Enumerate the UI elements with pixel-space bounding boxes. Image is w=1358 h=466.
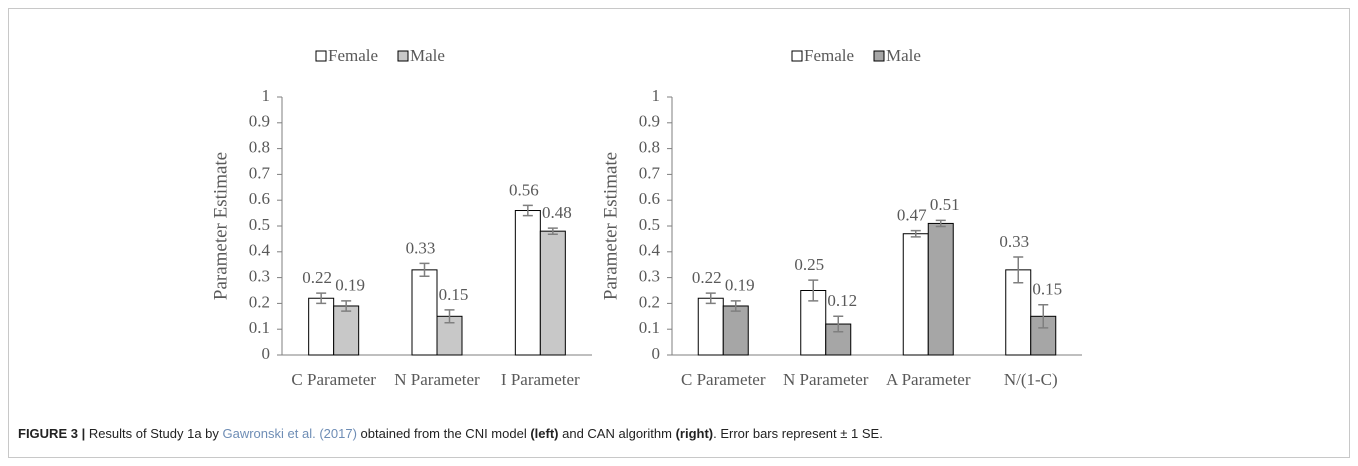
bar bbox=[539, 230, 566, 356]
error-bar bbox=[1038, 303, 1049, 329]
bar bbox=[902, 233, 929, 356]
x-tick-label: N Parameter bbox=[394, 370, 480, 389]
y-tick-label: 0.3 bbox=[249, 267, 270, 286]
y-tick-label: 1 bbox=[262, 86, 271, 105]
legend-label: Male bbox=[886, 46, 921, 65]
caption-text: and CAN algorithm bbox=[558, 426, 676, 441]
caption-text: Results of Study 1a by bbox=[85, 426, 223, 441]
caption: FIGURE 3 | Results of Study 1a by Gawron… bbox=[18, 426, 883, 441]
data-label: 0.33 bbox=[406, 238, 436, 257]
error-bar bbox=[833, 315, 844, 333]
bar bbox=[411, 269, 438, 356]
figure-frame bbox=[8, 8, 1350, 458]
x-tick-label: N Parameter bbox=[783, 370, 869, 389]
bar bbox=[333, 305, 360, 356]
data-label: 0.47 bbox=[897, 206, 927, 225]
data-label: 0.15 bbox=[439, 285, 469, 304]
x-tick-label: A Parameter bbox=[886, 370, 971, 389]
y-tick-label: 0.7 bbox=[639, 163, 661, 182]
data-label: 0.19 bbox=[725, 276, 755, 295]
y-tick-label: 0.2 bbox=[249, 292, 270, 311]
bar bbox=[308, 297, 335, 356]
y-tick-label: 1 bbox=[652, 86, 661, 105]
x-tick-label: C Parameter bbox=[681, 370, 766, 389]
y-tick-label: 0.5 bbox=[249, 215, 270, 234]
y-tick-label: 0 bbox=[652, 344, 661, 363]
data-label: 0.22 bbox=[692, 268, 722, 287]
caption-link[interactable]: Gawronski et al. (2017) bbox=[222, 426, 357, 441]
charts: Parameter Estimate 0 0.1 0.2 0.3 0.4 0.5 0.6 0.7… bbox=[210, 46, 1082, 389]
error-bar bbox=[808, 279, 819, 302]
y-tick-label: 0.1 bbox=[249, 318, 270, 337]
data-label: 0.56 bbox=[509, 180, 539, 199]
y-axis-title: Parameter Estimate bbox=[600, 152, 621, 300]
data-label: 0.33 bbox=[999, 232, 1029, 251]
legend-swatch bbox=[791, 50, 803, 62]
legend-swatch bbox=[397, 50, 409, 62]
x-tick-label: N/(1-C) bbox=[1004, 370, 1058, 389]
data-label: 0.51 bbox=[930, 195, 960, 214]
error-bar bbox=[341, 300, 352, 312]
y-tick-label: 0.9 bbox=[249, 112, 270, 131]
y-tick-label: 0.5 bbox=[639, 215, 660, 234]
data-label: 0.15 bbox=[1032, 280, 1062, 299]
bar bbox=[722, 305, 749, 356]
data-label: 0.22 bbox=[302, 268, 332, 287]
y-tick-label: 0.4 bbox=[639, 241, 661, 260]
caption-bold: (right) bbox=[675, 426, 714, 441]
caption-text: . Error bars represent ± 1 SE. bbox=[713, 426, 883, 441]
bar bbox=[697, 297, 724, 356]
y-tick-label: 0 bbox=[262, 344, 271, 363]
y-tick-label: 0.2 bbox=[639, 292, 660, 311]
legend-label: Female bbox=[328, 46, 378, 65]
y-tick-label: 0.1 bbox=[639, 318, 660, 337]
error-bar bbox=[547, 227, 558, 236]
error-bar bbox=[935, 219, 946, 228]
error-bar bbox=[522, 204, 533, 217]
caption-label: FIGURE 3 | bbox=[18, 426, 86, 441]
error-bar bbox=[730, 300, 741, 312]
caption-text: obtained from the CNI model bbox=[356, 426, 531, 441]
y-tick-label: 0.6 bbox=[639, 189, 660, 208]
y-tick-label: 0.7 bbox=[249, 163, 271, 182]
x-tick-label: I Parameter bbox=[501, 370, 580, 389]
data-label: 0.19 bbox=[335, 276, 365, 295]
data-label: 0.48 bbox=[542, 203, 572, 222]
data-label: 0.12 bbox=[827, 291, 857, 310]
x-tick-label: C Parameter bbox=[291, 370, 376, 389]
y-tick-label: 0.6 bbox=[249, 189, 270, 208]
error-bar bbox=[316, 292, 327, 305]
legend-label: Male bbox=[410, 46, 445, 65]
y-tick-label: 0.3 bbox=[639, 267, 660, 286]
y-tick-label: 0.4 bbox=[249, 241, 271, 260]
bar bbox=[1005, 269, 1032, 356]
error-bar bbox=[419, 262, 430, 278]
y-axis-title: Parameter Estimate bbox=[210, 152, 231, 300]
bar bbox=[927, 222, 954, 356]
y-tick-label: 0.9 bbox=[639, 112, 660, 131]
legend-swatch bbox=[873, 50, 885, 62]
legend-swatch bbox=[315, 50, 327, 62]
error-bar bbox=[1013, 256, 1024, 284]
y-tick-label: 0.8 bbox=[249, 138, 270, 157]
error-bar bbox=[444, 309, 455, 324]
error-bar bbox=[705, 292, 716, 305]
error-bar bbox=[910, 229, 921, 238]
legend-label: Female bbox=[804, 46, 854, 65]
bar bbox=[514, 210, 541, 356]
y-tick-label: 0.8 bbox=[639, 138, 660, 157]
data-label: 0.25 bbox=[794, 255, 824, 274]
caption-bold: (left) bbox=[530, 426, 559, 441]
